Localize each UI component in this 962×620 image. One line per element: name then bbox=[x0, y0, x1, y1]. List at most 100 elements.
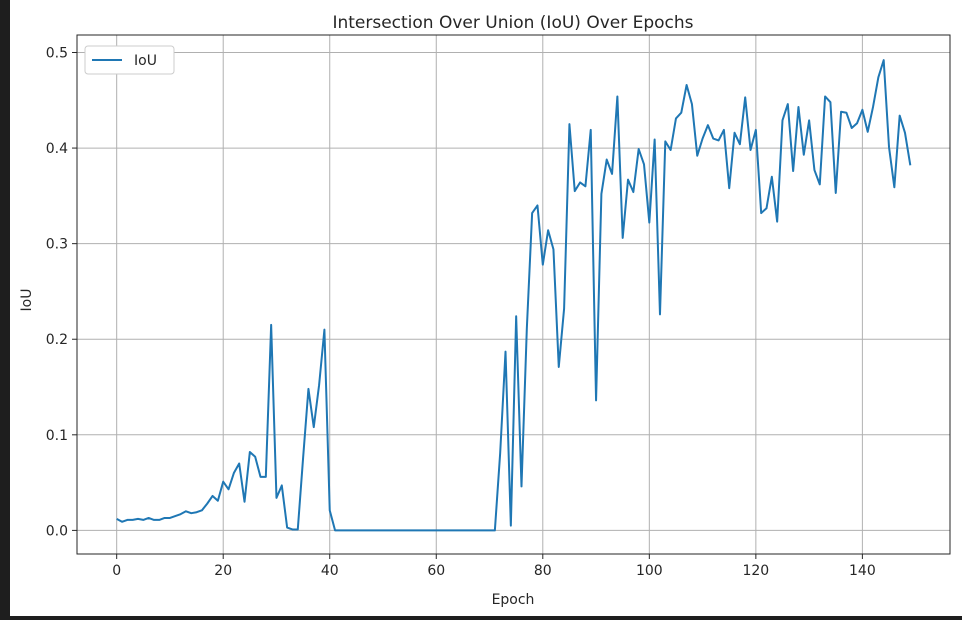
data-point bbox=[616, 95, 619, 98]
data-point bbox=[206, 502, 209, 505]
data-point bbox=[232, 472, 235, 475]
data-point bbox=[445, 529, 448, 532]
data-point bbox=[334, 529, 337, 532]
data-point bbox=[664, 140, 667, 143]
data-point bbox=[174, 515, 177, 518]
data-point bbox=[323, 328, 326, 331]
data-point bbox=[270, 323, 273, 326]
data-point bbox=[195, 511, 198, 514]
y-tick-label: 0.0 bbox=[46, 523, 68, 539]
data-point bbox=[387, 529, 390, 532]
data-point bbox=[440, 529, 443, 532]
axis-ticks: 0 20 40 60 80 100 120 140 0.0 0.1 0.2 0.3 0.4 0.5 bbox=[46, 45, 876, 579]
data-point bbox=[706, 124, 709, 127]
data-point bbox=[674, 117, 677, 120]
data-point bbox=[200, 509, 203, 512]
y-tick-label: 0.1 bbox=[46, 428, 68, 444]
data-point bbox=[547, 229, 550, 232]
data-point bbox=[872, 105, 875, 108]
data-point bbox=[637, 148, 640, 151]
data-point bbox=[259, 475, 262, 478]
data-point bbox=[184, 510, 187, 513]
data-point bbox=[131, 518, 134, 521]
data-point bbox=[882, 59, 885, 62]
data-point bbox=[397, 529, 400, 532]
data-point bbox=[264, 475, 267, 478]
data-point bbox=[595, 399, 598, 402]
data-point bbox=[520, 485, 523, 488]
y-tick-label: 0.5 bbox=[46, 45, 68, 61]
data-point bbox=[302, 456, 305, 459]
data-point bbox=[563, 307, 566, 310]
data-point bbox=[467, 529, 470, 532]
data-point bbox=[834, 191, 837, 194]
x-tick-label: 100 bbox=[636, 563, 663, 579]
x-tick-label: 60 bbox=[427, 563, 445, 579]
data-point bbox=[658, 313, 661, 316]
data-point bbox=[286, 526, 289, 529]
data-point bbox=[483, 529, 486, 532]
data-point bbox=[227, 488, 230, 491]
data-point bbox=[429, 529, 432, 532]
data-point bbox=[856, 122, 859, 125]
data-point bbox=[339, 529, 342, 532]
data-point bbox=[605, 158, 608, 161]
data-point bbox=[621, 236, 624, 239]
data-point bbox=[829, 101, 832, 104]
data-point bbox=[866, 130, 869, 133]
data-point bbox=[493, 529, 496, 532]
data-point bbox=[142, 518, 145, 521]
data-point bbox=[696, 154, 699, 157]
data-point bbox=[840, 110, 843, 113]
data-point bbox=[136, 517, 139, 520]
data-point bbox=[712, 137, 715, 140]
data-point bbox=[413, 529, 416, 532]
data-point bbox=[600, 192, 603, 195]
x-tick-label: 0 bbox=[112, 563, 121, 579]
data-point bbox=[786, 103, 789, 106]
data-point bbox=[541, 263, 544, 266]
data-point bbox=[168, 516, 171, 519]
data-point bbox=[903, 131, 906, 134]
data-point bbox=[312, 426, 315, 429]
data-point bbox=[179, 513, 182, 516]
data-point bbox=[531, 212, 534, 215]
x-tick-label: 120 bbox=[742, 563, 769, 579]
x-tick-label: 40 bbox=[321, 563, 339, 579]
data-point bbox=[115, 517, 118, 520]
data-point bbox=[733, 131, 736, 134]
data-point bbox=[525, 327, 528, 330]
chart-title: Intersection Over Union (IoU) Over Epoch… bbox=[332, 13, 693, 33]
data-point bbox=[275, 496, 278, 499]
data-point bbox=[552, 248, 555, 251]
data-point bbox=[861, 108, 864, 111]
data-point bbox=[744, 96, 747, 99]
data-point bbox=[152, 518, 155, 521]
data-point bbox=[611, 172, 614, 175]
data-point bbox=[845, 111, 848, 114]
data-point bbox=[722, 128, 725, 131]
plot-background bbox=[77, 35, 950, 554]
figure: 0 20 40 60 80 100 120 140 0.0 0.1 0.2 0.3 0.4 0.5 Int… bbox=[10, 0, 962, 616]
data-point bbox=[669, 148, 672, 151]
data-point bbox=[818, 183, 821, 186]
data-point bbox=[451, 529, 454, 532]
data-point bbox=[824, 95, 827, 98]
x-tick-label: 20 bbox=[214, 563, 232, 579]
data-point bbox=[877, 76, 880, 79]
data-point bbox=[280, 484, 283, 487]
y-tick-label: 0.4 bbox=[46, 141, 68, 157]
data-point bbox=[382, 529, 385, 532]
x-axis-label: Epoch bbox=[492, 592, 535, 608]
y-tick-label: 0.2 bbox=[46, 332, 68, 348]
data-point bbox=[163, 516, 166, 519]
data-point bbox=[808, 119, 811, 122]
data-point bbox=[190, 512, 193, 515]
data-point bbox=[147, 516, 150, 519]
data-point bbox=[792, 170, 795, 173]
data-point bbox=[568, 123, 571, 126]
data-point bbox=[749, 148, 752, 151]
data-point bbox=[797, 105, 800, 108]
data-point bbox=[355, 529, 358, 532]
data-point bbox=[754, 128, 757, 131]
